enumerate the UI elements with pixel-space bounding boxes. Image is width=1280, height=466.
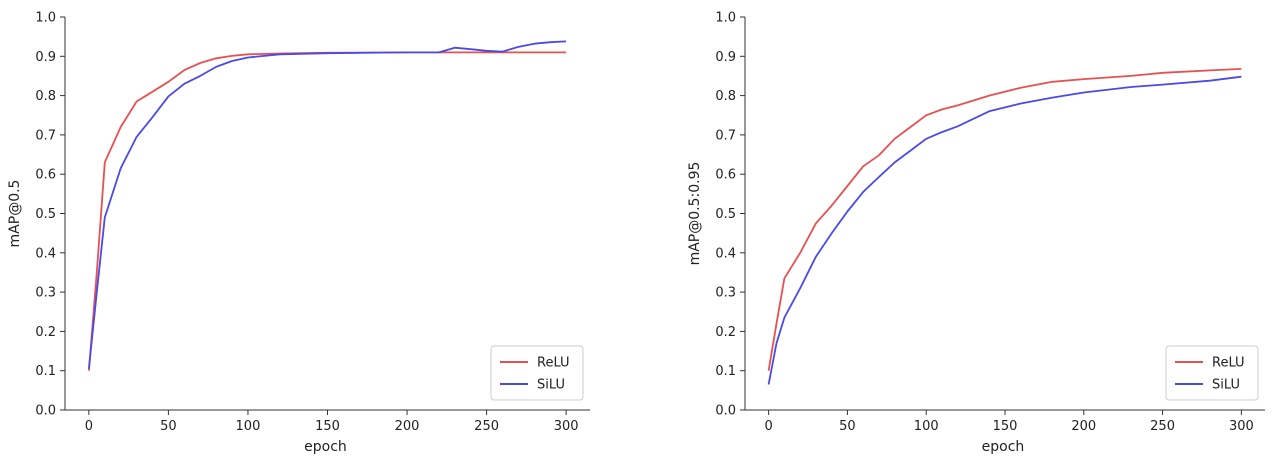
y-tick-label: 0.0 [715,404,736,419]
x-tick-label: 250 [474,419,499,434]
y-axis-label: mAP@0.5 [7,180,23,248]
series-line-relu [88,51,567,371]
y-tick-label: 0.3 [715,286,736,301]
y-tick-label: 0.4 [715,246,736,261]
y-tick-label: 0.6 [715,168,736,183]
x-axis-label: epoch [982,439,1025,455]
x-axis-label: epoch [304,439,347,455]
x-tick-label: 150 [315,419,340,434]
x-tick-label: 50 [839,419,856,434]
y-tick-label: 0.1 [715,364,736,379]
y-tick-label: 1.0 [35,11,56,26]
x-tick-label: 250 [1150,419,1175,434]
series-line-relu [767,68,1242,371]
right-chart: 0.0 0.1 0.2 0.3 0.4 0.5 0.6 0.7 0.8 0.9 1.0 0 50 100 1… [687,11,1265,455]
y-tick-label: 1.0 [715,11,736,26]
y-tick-label: 0.7 [715,128,736,143]
y-tick-label: 0.8 [715,89,736,104]
y-tick-label: 0.3 [35,286,56,301]
y-tick-label: 0.8 [35,89,56,104]
y-tick-label: 0.2 [35,325,56,340]
y-tick-label: 0.9 [715,50,736,65]
x-tick-label: 150 [993,419,1018,434]
x-tick-label: 50 [160,419,177,434]
legend-label-relu: ReLU [537,356,570,371]
legend-box [1165,345,1259,401]
y-tick-label: 0.2 [715,325,736,340]
y-tick-label: 0.6 [35,168,56,183]
y-tick-label: 0.5 [715,207,736,222]
x-tick-label: 0 [85,419,93,434]
x-tick-label: 100 [914,419,939,434]
legend-label-silu: SiLU [1212,378,1240,393]
y-tick-label: 0.5 [35,207,56,222]
series-line-silu [767,75,1242,385]
y-axis-label: mAP@0.5:0.95 [687,162,703,266]
x-tick-label: 100 [236,419,261,434]
left-chart: 0.0 0.1 0.2 0.3 0.4 0.5 0.6 0.7 0.8 0.9 1.0 0 50 100 1… [7,11,590,455]
x-tick-label: 200 [395,419,420,434]
legend-box [490,345,584,401]
y-tick-label: 0.9 [35,50,56,65]
legend-label-silu: SiLU [537,378,565,393]
y-tick-label: 0.0 [35,404,56,419]
y-tick-label: 0.1 [35,364,56,379]
legend-label-relu: ReLU [1212,356,1245,371]
y-tick-label: 0.4 [35,246,56,261]
x-tick-label: 300 [554,419,579,434]
y-tick-label: 0.7 [35,128,56,143]
x-tick-label: 200 [1071,419,1096,434]
series-line-silu [88,40,567,369]
x-tick-label: 300 [1229,419,1254,434]
x-tick-label: 0 [764,419,772,434]
